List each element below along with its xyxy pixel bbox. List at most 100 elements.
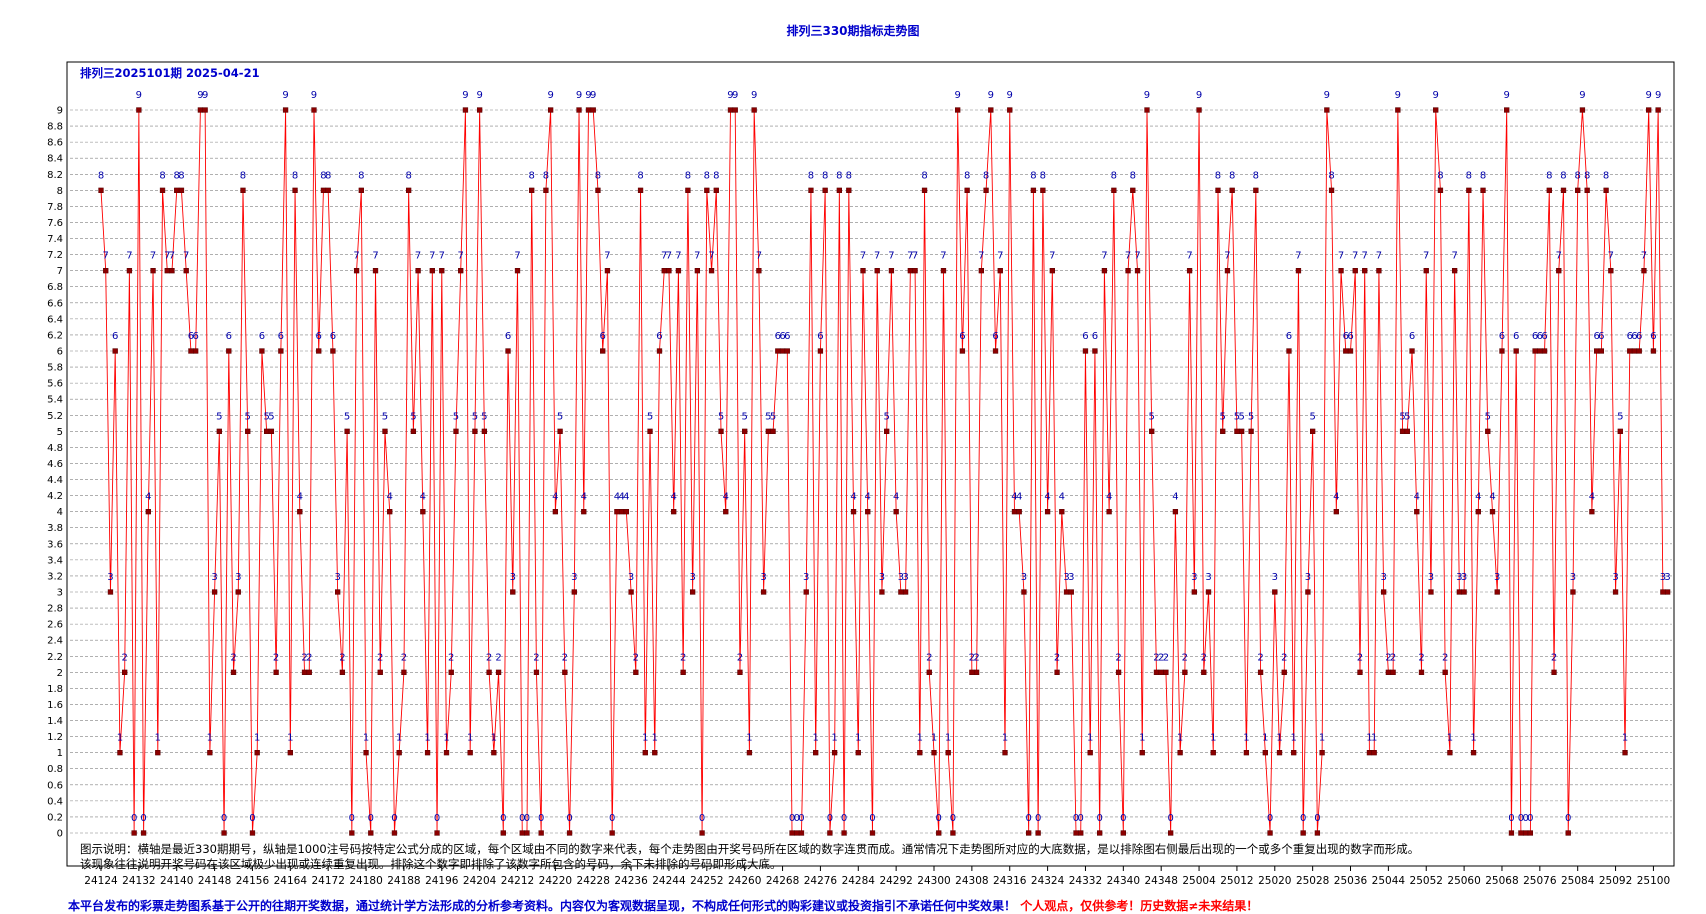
data-point (1390, 669, 1396, 675)
y-tick-label: 3.2 (47, 571, 63, 582)
data-point (1073, 830, 1079, 836)
data-label: 1 (1243, 733, 1249, 744)
data-point (1532, 348, 1538, 354)
data-point (216, 428, 222, 434)
data-label: 5 (216, 411, 222, 422)
data-label: 3 (1205, 572, 1211, 583)
data-point (831, 750, 838, 756)
data-point (1508, 830, 1515, 836)
data-point (1475, 509, 1481, 515)
data-label: 6 (775, 331, 781, 342)
data-label: 7 (458, 251, 464, 262)
data-point (718, 428, 724, 434)
data-point (543, 187, 549, 193)
data-label: 5 (1309, 411, 1315, 422)
data-label: 7 (1125, 251, 1131, 262)
data-point (964, 187, 970, 193)
data-label: 0 (1300, 813, 1306, 824)
data-point (765, 428, 772, 434)
data-label: 2 (1390, 652, 1396, 663)
data-label: 3 (211, 572, 217, 583)
data-point (1253, 187, 1259, 193)
y-tick-label: 5.2 (47, 411, 63, 422)
data-label: 8 (595, 170, 601, 181)
data-point (566, 830, 573, 836)
data-point (1660, 589, 1666, 595)
data-label: 6 (278, 331, 284, 342)
data-label: 8 (292, 170, 298, 181)
data-point (1097, 830, 1103, 836)
data-label: 7 (666, 251, 672, 262)
data-label: 2 (301, 652, 307, 663)
data-label: 7 (604, 251, 610, 262)
data-point (1002, 750, 1008, 756)
data-label: 9 (202, 90, 208, 101)
data-point (708, 268, 715, 274)
data-label: 6 (188, 331, 194, 342)
data-label: 7 (907, 251, 913, 262)
data-point (1347, 348, 1354, 354)
data-label: 5 (1220, 411, 1226, 422)
data-label: 7 (708, 251, 714, 262)
data-label: 1 (491, 733, 497, 744)
data-point (1522, 830, 1529, 836)
data-label: 1 (287, 733, 293, 744)
y-tick-label: 5.8 (47, 363, 63, 374)
data-label: 0 (349, 813, 355, 824)
data-label: 4 (850, 492, 856, 503)
data-point (633, 669, 639, 675)
data-point (420, 509, 426, 515)
y-tick-label: 4.6 (47, 459, 63, 470)
data-point (1054, 669, 1060, 675)
data-label: 7 (874, 251, 880, 262)
data-point (869, 830, 876, 836)
data-point (893, 509, 899, 515)
data-point (439, 268, 445, 274)
data-point (325, 187, 331, 193)
data-point (779, 348, 786, 354)
data-label: 4 (581, 492, 587, 503)
data-label: 2 (448, 652, 454, 663)
data-point (1646, 107, 1652, 113)
data-point (576, 107, 582, 113)
y-tick-label: 1 (57, 748, 63, 759)
data-label: 0 (1025, 813, 1031, 824)
data-point (1362, 268, 1368, 274)
data-label: 1 (931, 733, 937, 744)
data-point (1631, 348, 1638, 354)
data-label: 5 (1149, 411, 1155, 422)
data-point (1220, 428, 1226, 434)
data-label: 3 (1380, 572, 1386, 583)
data-label: 6 (1082, 331, 1088, 342)
data-label: 5 (1238, 411, 1244, 422)
data-point (396, 750, 402, 756)
data-label: 9 (954, 90, 960, 101)
data-label: 9 (476, 90, 482, 101)
data-label: 2 (633, 652, 639, 663)
data-label: 3 (1570, 572, 1576, 583)
data-point (150, 268, 156, 274)
data-point (656, 348, 663, 354)
data-label: 6 (1409, 331, 1415, 342)
data-label: 9 (576, 90, 582, 101)
data-label: 6 (1627, 331, 1633, 342)
data-label: 0 (869, 813, 875, 824)
data-point (500, 830, 506, 836)
data-point (1101, 268, 1108, 274)
data-point (1456, 589, 1463, 595)
data-point (581, 509, 587, 515)
data-point (637, 187, 644, 193)
data-label: 0 (841, 813, 847, 824)
data-point (798, 830, 805, 836)
data-point (349, 830, 355, 836)
data-point (784, 348, 790, 354)
data-label: 9 (1433, 90, 1439, 101)
data-label: 0 (1120, 813, 1126, 824)
data-label: 1 (117, 733, 123, 744)
x-tick-label: 24276 (804, 875, 838, 887)
data-point (647, 428, 653, 434)
data-label: 3 (235, 572, 241, 583)
data-point (1466, 187, 1472, 193)
data-point (268, 428, 275, 434)
